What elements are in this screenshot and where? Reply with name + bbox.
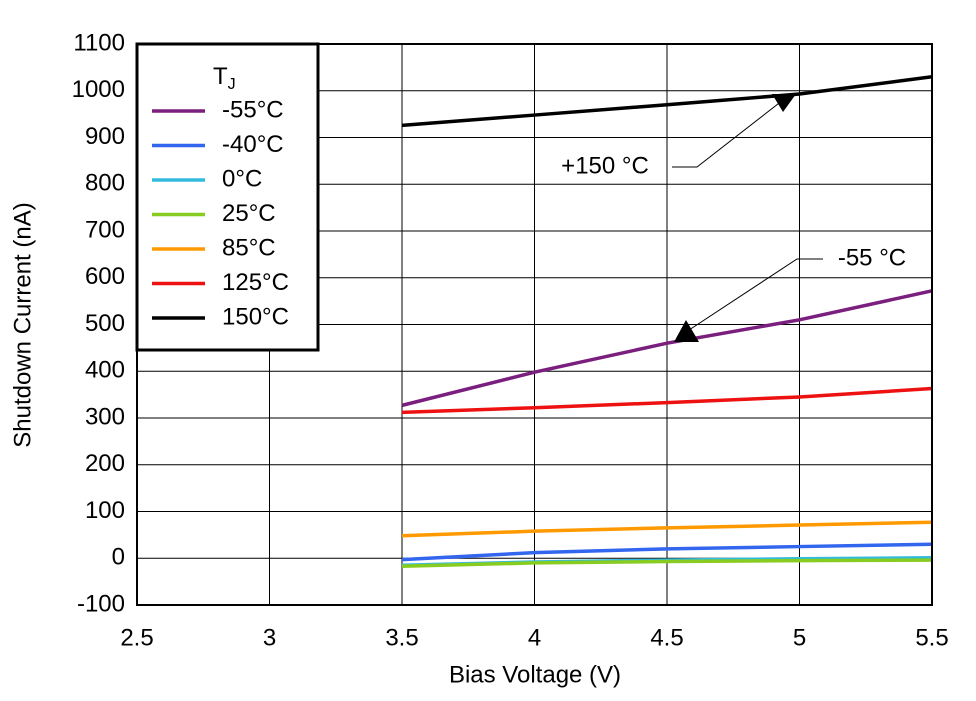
y-tick-label: 100 bbox=[85, 497, 125, 524]
x-tick-label: 3 bbox=[263, 624, 276, 651]
x-tick-label: 3.5 bbox=[385, 624, 418, 651]
y-tick-label: 500 bbox=[85, 310, 125, 337]
annotation: -55 °C bbox=[674, 244, 906, 342]
legend-title-main: T bbox=[213, 63, 228, 90]
series-line bbox=[401, 558, 933, 568]
annotation-arrow bbox=[772, 94, 796, 112]
y-tick-label: 400 bbox=[85, 357, 125, 384]
y-tick-label: 1000 bbox=[72, 76, 125, 103]
annotation-arrow bbox=[674, 320, 699, 342]
x-tick-label: 5.5 bbox=[915, 624, 948, 651]
y-tick-label: 0 bbox=[112, 544, 125, 571]
x-tick-label: 4.5 bbox=[650, 624, 683, 651]
legend-label: 150°C bbox=[222, 303, 289, 330]
legend-title: TJ bbox=[213, 63, 236, 93]
y-tick-label: 1100 bbox=[73, 29, 125, 56]
annotation-text: +150 °C bbox=[561, 152, 649, 179]
series-line bbox=[401, 542, 933, 562]
legend: TJ -55°C -40°C 0°C 25°C 85°C 125°C 150°C bbox=[135, 42, 320, 352]
legend-label: -55°C bbox=[222, 96, 284, 123]
legend-label: 25°C bbox=[222, 200, 276, 227]
legend-label: 125°C bbox=[222, 269, 289, 296]
legend-title-sub: J bbox=[228, 76, 236, 93]
annotation-leader bbox=[685, 258, 823, 333]
y-tick-label: 600 bbox=[85, 263, 125, 290]
series-line bbox=[401, 386, 933, 415]
y-tick-label: 900 bbox=[85, 123, 125, 150]
plot: -100 0 100 200 300 400 500 600 700 800 900 1000 1100… bbox=[72, 29, 949, 651]
legend-label: 0°C bbox=[222, 165, 262, 192]
y-axis-label: Shutdown Current (nA) bbox=[9, 202, 36, 447]
x-tick-label: 4 bbox=[528, 624, 541, 651]
y-tick-label: 700 bbox=[85, 216, 125, 243]
y-tick-label: 200 bbox=[85, 450, 125, 477]
series-line bbox=[401, 520, 933, 538]
legend-label: -40°C bbox=[222, 131, 284, 158]
y-tick-label: 800 bbox=[85, 170, 125, 197]
legend-box bbox=[135, 42, 320, 352]
annotation-leader bbox=[672, 99, 784, 168]
x-tick-label: 2.5 bbox=[120, 624, 153, 651]
legend-label: 85°C bbox=[222, 234, 276, 261]
y-tick-label: -100 bbox=[77, 590, 125, 617]
annotation: +150 °C bbox=[561, 94, 796, 179]
x-tick-label: 5 bbox=[793, 624, 806, 651]
series-line bbox=[401, 289, 933, 408]
series-line bbox=[401, 74, 933, 128]
x-axis-label: Bias Voltage (V) bbox=[449, 661, 621, 688]
annotation-text: -55 °C bbox=[838, 244, 906, 271]
y-tick-label: 300 bbox=[85, 403, 125, 430]
